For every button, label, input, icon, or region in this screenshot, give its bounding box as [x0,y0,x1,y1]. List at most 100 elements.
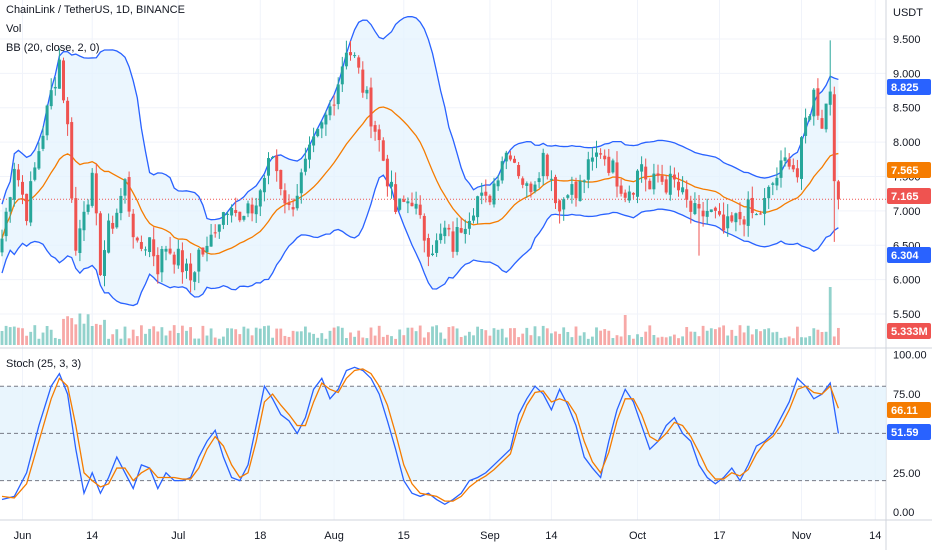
candle-body [390,181,393,187]
candle-body [254,205,258,215]
volume-bar [742,332,746,345]
volume-bar [86,314,90,345]
candle-body [418,204,422,216]
volume-bar [291,330,295,345]
candle-body [45,105,49,136]
time-tick-label: 17 [713,530,725,542]
candle-body [258,190,262,207]
time-tick-label: Oct [629,530,646,542]
candle-body [791,165,795,170]
volume-bar [435,325,438,345]
time-tick-label: Sep [480,530,500,542]
candle-body [131,213,135,238]
candle-body [33,167,37,180]
candle-body [349,52,352,56]
volume-bar [513,328,516,345]
bb-upper-badge [887,79,931,95]
volume-bar [320,333,324,345]
candle-body [144,249,147,251]
candle-body [570,184,574,195]
candle-body [808,116,812,120]
volume-bar [185,330,188,345]
candle-body [0,238,4,253]
stoch-d-badge-text: 66.11 [891,405,918,417]
candle-body [705,210,709,217]
candle-body [361,69,365,93]
symbol-title[interactable]: ChainLink / TetherUS, 1D, BINANCE [6,4,185,16]
candle-body [152,239,156,257]
volume-bar [750,334,754,345]
candle-body [783,157,787,161]
volume-bar [615,335,619,345]
volume-bar [377,325,381,345]
volume-bar [422,337,426,345]
candle-body [156,254,160,275]
candle-body [410,202,414,207]
volume-bar [160,327,164,345]
candle-body [640,164,644,172]
candle-body [160,249,164,273]
volume-bar [718,327,721,345]
time-tick-label: Nov [792,530,812,542]
candle-body [644,166,648,180]
volume-bar [541,325,545,345]
volume-bar [230,328,233,345]
volume-bar [209,328,213,345]
candle-body [369,87,373,127]
bb-lower-badge [887,247,931,263]
volume-bar [504,337,508,345]
volume-bar [21,328,24,345]
bb-legend[interactable]: BB (20, close, 2, 0) [6,42,100,54]
volume-bar [119,338,123,345]
candle-body [627,191,631,201]
volume-bar [759,331,762,345]
volume-bar [29,331,33,345]
volume-legend[interactable]: Vol [6,23,22,35]
stoch-tick-label: 100.00 [893,350,927,362]
volume-bar [627,335,631,345]
volume-bar [525,327,529,345]
candle-body [357,57,361,68]
volume-bar [201,325,205,345]
volume-bar [250,335,254,345]
volume-bar [578,335,582,345]
volume-bar [152,326,156,345]
volume-bar [595,327,598,345]
candle-body [406,201,410,204]
volume-bar [812,328,816,345]
volume-bar [701,325,705,345]
price-unit-label: USDT [893,7,923,19]
volume-bar [258,328,262,345]
candle-body [205,245,209,253]
volume-bar [689,331,693,345]
candle-body [217,224,221,232]
candle-body [455,227,459,252]
candle-body [533,184,537,192]
candle-body [115,212,119,228]
candle-body [529,183,533,193]
volume-bar [582,332,586,345]
candle-body [340,66,344,85]
candle-body [21,181,24,195]
candle-body [779,160,783,178]
volume-bar [242,326,246,345]
candle-body [812,89,816,117]
bb-basis-badge [887,162,931,178]
volume-bar [94,323,98,345]
volume-bar [369,327,373,345]
candle-body [754,214,758,216]
time-axis[interactable]: Jun 14 Jul 18 Aug 15 Sep 14 Oct 17 Nov 14 [14,530,882,542]
volume-bar [168,330,172,345]
candle-body [508,155,512,160]
candle-body [53,86,57,89]
stoch-legend[interactable]: Stoch (25, 3, 3) [6,358,82,370]
volume-bar [427,332,430,345]
candle-body [176,248,180,266]
stoch-k-badge-text: 51.59 [891,427,919,439]
volume-bar [90,326,94,345]
candle-body [197,249,201,272]
candlesticks[interactable] [0,40,840,293]
candle-body [422,215,426,241]
candle-body [718,211,721,215]
